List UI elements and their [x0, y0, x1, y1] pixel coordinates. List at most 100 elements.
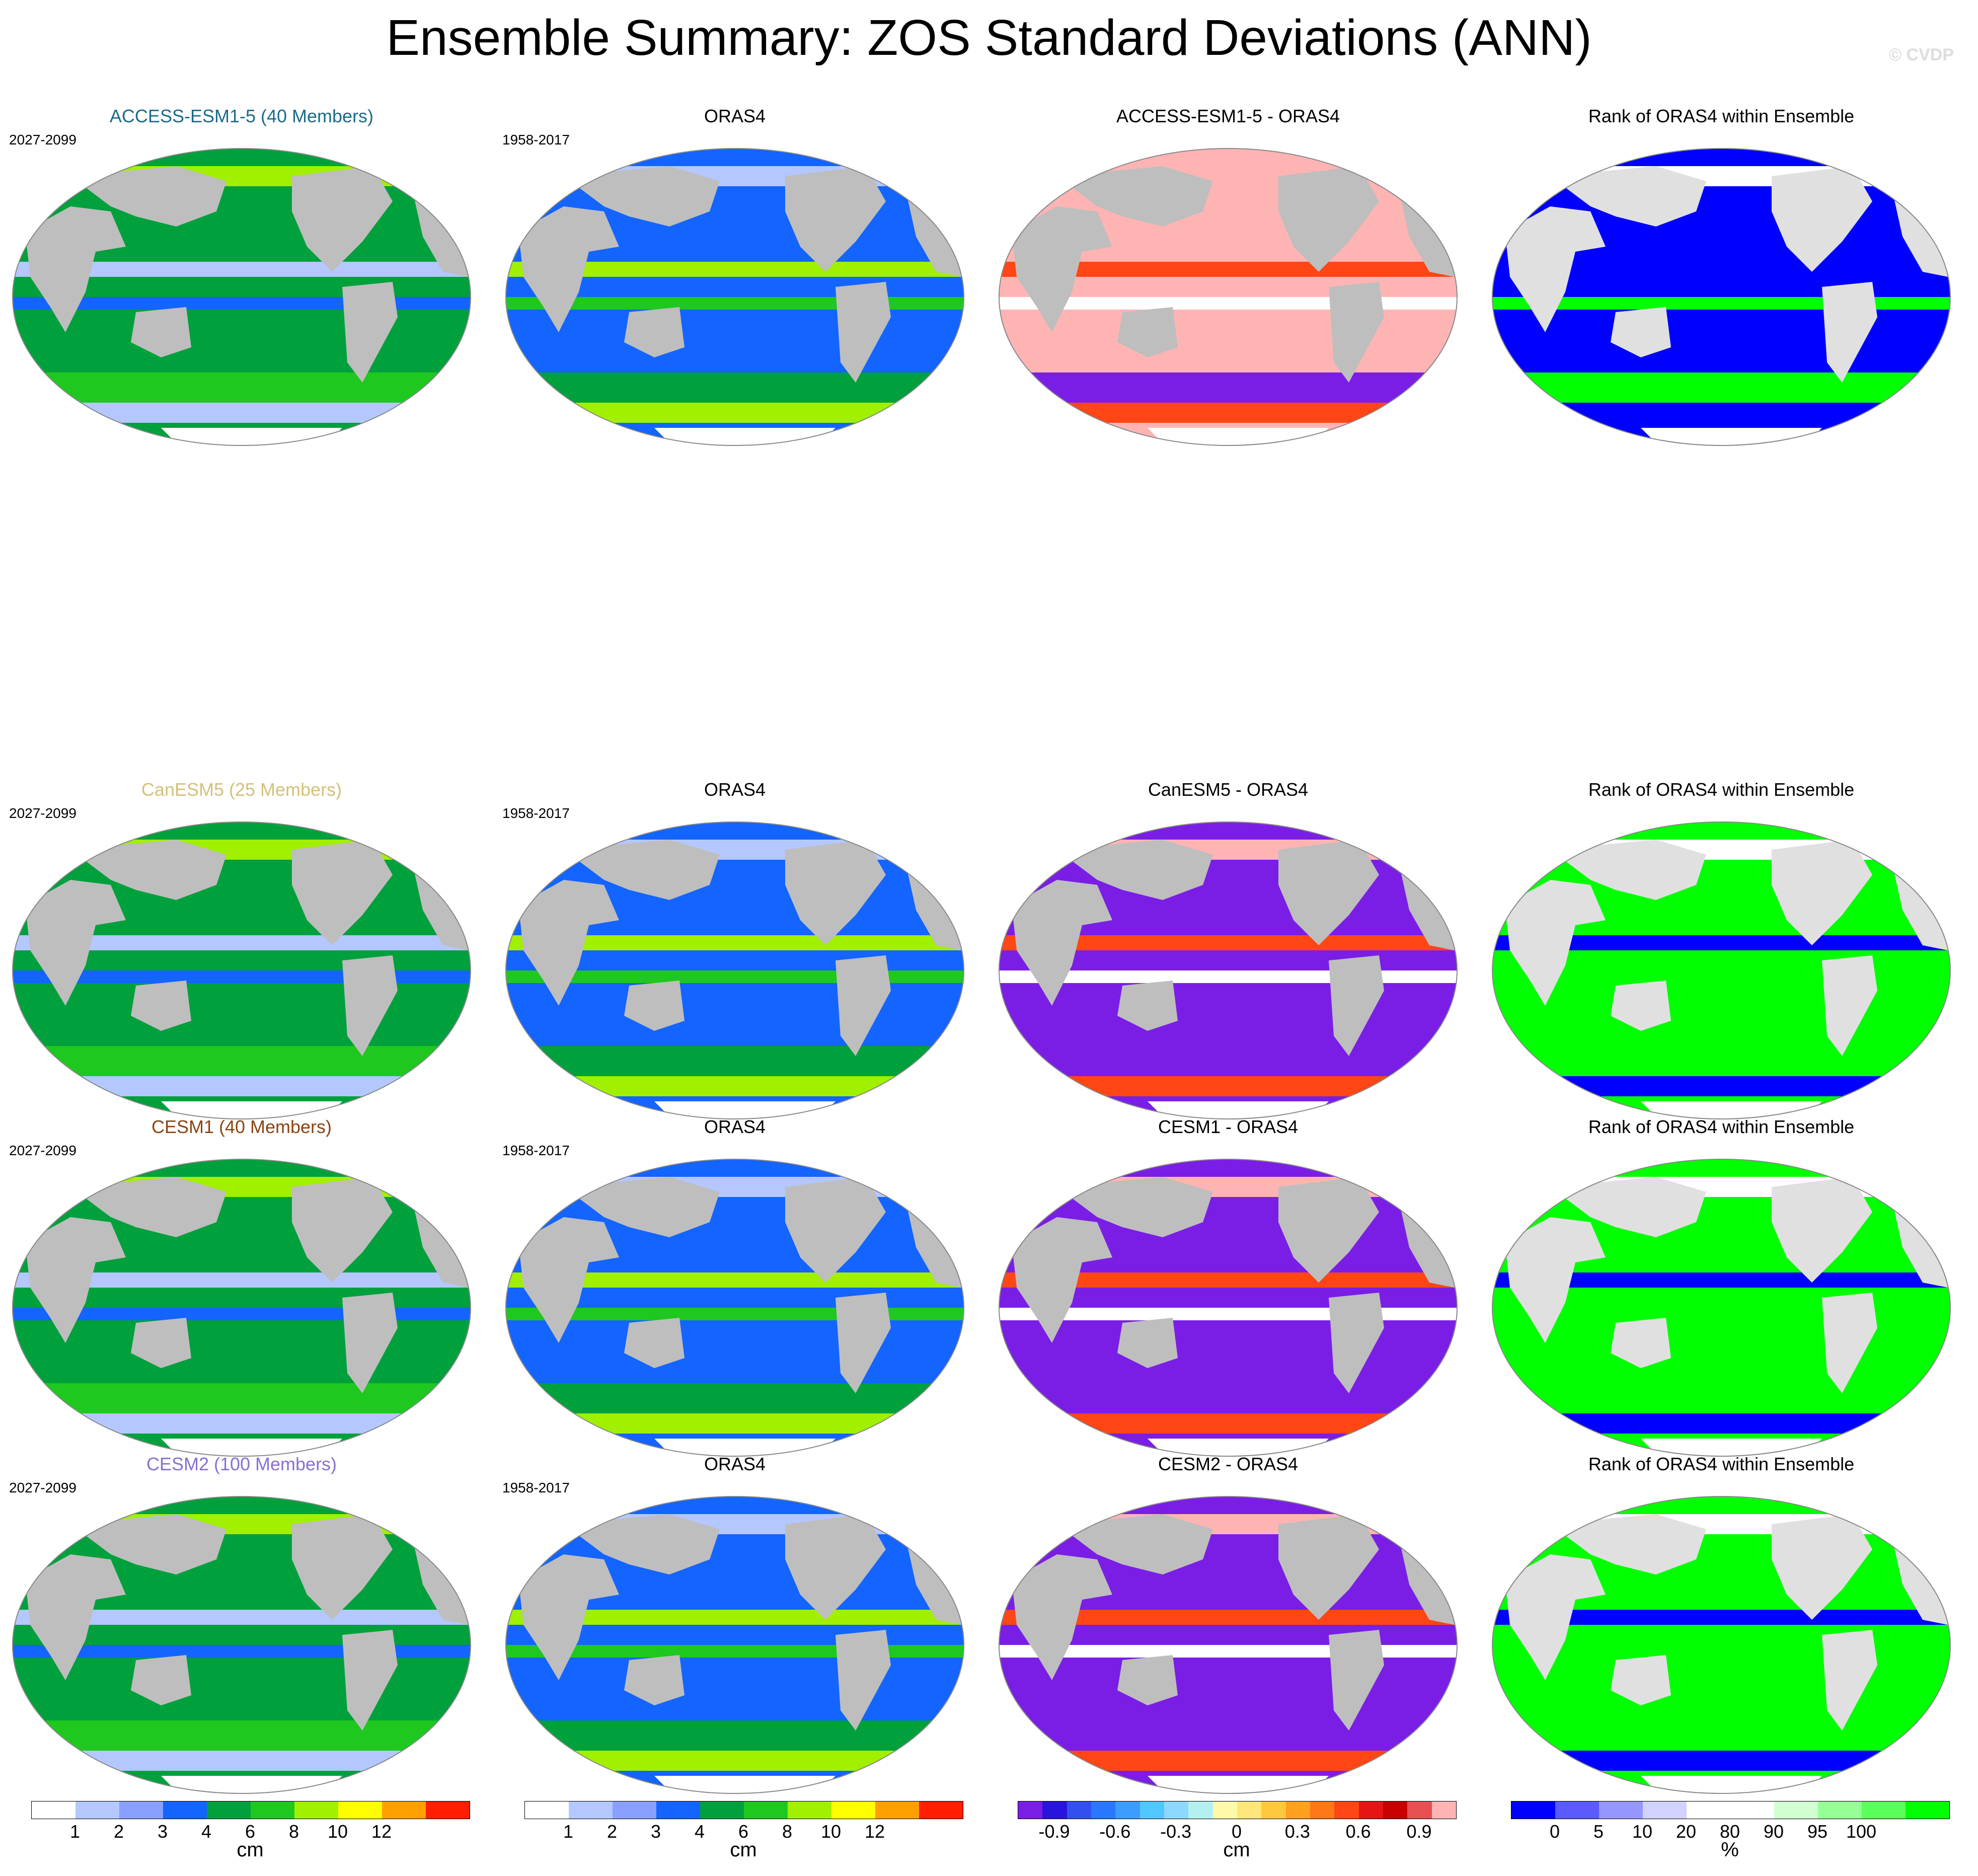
colorbar-swatch — [831, 1802, 875, 1819]
land-south-america — [342, 955, 398, 1056]
land-north-america — [292, 1177, 393, 1283]
land-north-america — [1278, 1177, 1379, 1283]
panel-title: CESM2 - ORAS4 — [1158, 1454, 1299, 1474]
land-north-america — [785, 1177, 886, 1283]
colorbar-tick-label: 20 — [1676, 1821, 1697, 1842]
colorbar-swatch — [1862, 1802, 1906, 1819]
land-asia — [1550, 1177, 1706, 1237]
land-australia — [131, 1655, 191, 1705]
colorbar-swatch — [1212, 1802, 1237, 1819]
model-panel: CESM2 (100 Members) 2027-2099 — [0, 1454, 483, 1811]
ocean-band — [506, 1413, 964, 1434]
ocean-band — [999, 840, 1457, 860]
panel-title: CESM1 - ORAS4 — [1158, 1116, 1299, 1137]
ocean-band — [999, 166, 1457, 186]
obs-map — [505, 1496, 964, 1794]
map-outline — [505, 148, 964, 446]
colorbar-tick-label: 4 — [694, 1821, 705, 1842]
land-asia — [1057, 840, 1213, 900]
colorbar-swatch — [1164, 1802, 1189, 1819]
colorbar-tick-label: -0.6 — [1099, 1821, 1131, 1842]
diff-map — [999, 821, 1458, 1119]
land-north-america — [1772, 1514, 1872, 1620]
land-asia — [1550, 166, 1706, 227]
colorbar-ticks: 1 2 3 4 6 8 10 12 — [524, 1821, 962, 1846]
land-australia — [624, 981, 684, 1031]
rank-panel: Rank of ORAS4 within Ensemble — [1480, 1454, 1963, 1811]
land-australia — [1117, 1655, 1178, 1705]
colorbar-tick-label: 8 — [782, 1821, 793, 1842]
land-australia — [1117, 307, 1178, 357]
land-north-america — [292, 1514, 393, 1620]
land-south-america — [835, 282, 891, 383]
colorbar-swatch — [251, 1802, 294, 1819]
ocean-band — [13, 1751, 471, 1771]
colorbar-ticks: -0.9 -0.6 -0.3 0 0.3 0.6 0.9 — [1018, 1821, 1456, 1846]
colorbar-swatch — [788, 1802, 831, 1819]
year-range: 2027-2099 — [9, 1143, 77, 1158]
land-australia — [131, 307, 191, 357]
ocean-band — [506, 372, 964, 403]
colorbar-swatch — [1687, 1802, 1730, 1819]
land-africa — [1012, 880, 1112, 1006]
colorbar-swatch — [1042, 1802, 1067, 1819]
colorbar-swatch — [1018, 1802, 1043, 1819]
colorbar-tick-label: 10 — [1632, 1821, 1653, 1842]
ocean-band — [999, 1177, 1457, 1197]
colorbar-tick-label: 5 — [1593, 1821, 1604, 1842]
land-asia — [564, 1177, 720, 1237]
land-north-america — [1772, 1177, 1872, 1283]
colorbar-swatch — [525, 1802, 569, 1819]
colorbar-tick-label: -0.9 — [1038, 1821, 1070, 1842]
colorbar-tick-label: 90 — [1763, 1821, 1784, 1842]
colorbar-tick-label: 6 — [245, 1821, 256, 1842]
ocean-band — [506, 840, 964, 860]
ocean-band — [13, 166, 471, 186]
land-africa — [1505, 206, 1606, 332]
rank-map — [1492, 821, 1951, 1119]
rank-map — [1492, 1496, 1951, 1794]
model-map — [12, 1159, 471, 1457]
land-asia — [70, 1514, 226, 1574]
colorbar-swatch — [1091, 1802, 1116, 1819]
colorbar-units: % — [1721, 1839, 1739, 1861]
colorbar-swatch — [1774, 1802, 1818, 1819]
year-range: 1958-2017 — [502, 1480, 570, 1495]
land-australia — [1117, 981, 1178, 1031]
ocean-band — [999, 1720, 1457, 1751]
year-range: 2027-2099 — [9, 805, 77, 821]
ocean-band — [999, 372, 1457, 403]
land-north-america — [1278, 1514, 1379, 1620]
land-australia — [1117, 1318, 1178, 1368]
land-asia — [564, 166, 720, 227]
map-outline — [999, 1496, 1458, 1794]
panel-title: CESM1 (40 Members) — [151, 1116, 332, 1137]
colorbar-swatch — [1115, 1802, 1140, 1819]
land-asia — [1550, 1514, 1706, 1574]
ocean-band — [506, 1076, 964, 1096]
colorbar-swatch — [1358, 1802, 1383, 1819]
colorbar-tick-label: 0 — [1549, 1821, 1560, 1842]
colorbar-swatch — [32, 1802, 75, 1819]
colorbar-swatch — [1188, 1802, 1213, 1819]
ocean-band — [999, 1383, 1457, 1413]
ocean-band — [13, 1413, 471, 1434]
land-south-america — [342, 1630, 398, 1731]
rank-panel: Rank of ORAS4 within Ensemble — [1480, 1116, 1963, 1474]
panel-title: Rank of ORAS4 within Ensemble — [1588, 1116, 1855, 1137]
year-range: 2027-2099 — [9, 1480, 77, 1495]
panel-title: ACCESS-ESM1-5 (40 Members) — [109, 106, 374, 126]
panel-title: ORAS4 — [704, 106, 766, 126]
colorbar-swatch — [163, 1802, 207, 1819]
colorbar-units: cm — [237, 1839, 264, 1861]
model-map — [12, 148, 471, 446]
land-north-america — [785, 1514, 886, 1620]
panel-title: ACCESS-ESM1-5 - ORAS4 — [1116, 106, 1340, 126]
model-panel: ACCESS-ESM1-5 (40 Members) 2027-2099 — [0, 106, 483, 463]
land-australia — [1611, 981, 1671, 1031]
colorbar-swatch — [75, 1802, 119, 1819]
colorbar-swatch — [1643, 1802, 1687, 1819]
model-panel: CanESM5 (25 Members) 2027-2099 — [0, 779, 483, 1137]
panel-title: ORAS4 — [704, 1116, 766, 1137]
ocean-band — [1492, 1177, 1950, 1197]
